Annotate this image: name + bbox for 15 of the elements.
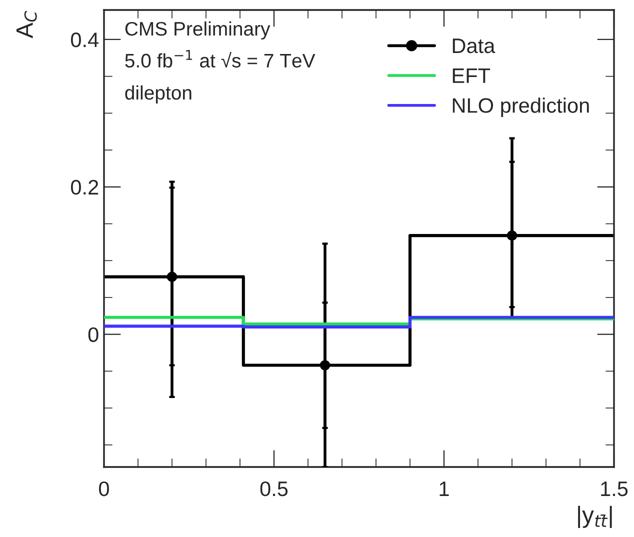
x-axis-title: |y$_{tt̄}$|: [578, 506, 612, 528]
y-axis-title: A$_{C}$: [16, 10, 37, 38]
legend-label: NLO prediction: [452, 98, 589, 117]
legend-label: Data: [452, 38, 496, 54]
legend-label: EFT: [452, 68, 490, 83]
x-tick-label: 0.5: [260, 481, 288, 496]
x-tick-label: 1: [440, 482, 449, 496]
x-tick-label: 0: [99, 481, 109, 496]
annotation: CMS Preliminary: [125, 21, 270, 40]
x-tick-label: 1.5: [601, 482, 628, 496]
annotation: 5.0 fb$^{−1}$ at √s = 7 TeV: [125, 50, 316, 68]
y-tick-label: 0.4: [70, 32, 99, 48]
annotation: dilepton: [125, 85, 192, 104]
y-tick-label: 0: [88, 327, 98, 342]
y-tick-label: 0.2: [70, 180, 98, 195]
